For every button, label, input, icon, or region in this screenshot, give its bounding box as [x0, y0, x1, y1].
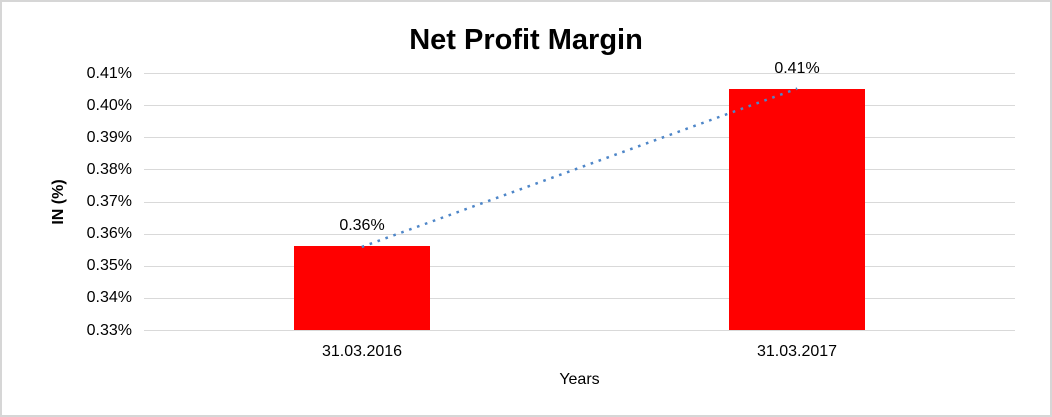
plot-area [144, 73, 1015, 331]
bar-31.03.2017 [729, 89, 865, 330]
gridline [144, 137, 1015, 138]
x-axis-title: Years [559, 371, 600, 388]
y-tick-label: 0.41% [86, 65, 132, 82]
y-tick-label: 0.36% [86, 225, 132, 242]
gridline [144, 105, 1015, 106]
y-tick-label: 0.40% [86, 97, 132, 114]
bar-31.03.2016 [294, 246, 430, 330]
x-category-label: 31.03.2016 [321, 343, 403, 360]
y-tick-label: 0.38% [86, 161, 132, 178]
data-label: 0.36% [339, 217, 385, 234]
gridline [144, 266, 1015, 267]
gridline [144, 330, 1015, 331]
gridline [144, 298, 1015, 299]
gridline [144, 202, 1015, 203]
y-tick-label: 0.39% [86, 129, 132, 146]
gridline [144, 234, 1015, 235]
gridline [144, 169, 1015, 170]
data-label: 0.41% [774, 60, 820, 77]
gridline [144, 73, 1015, 74]
x-category-label: 31.03.2017 [756, 343, 838, 360]
y-tick-label: 0.33% [86, 322, 132, 339]
y-tick-label: 0.34% [86, 289, 132, 306]
y-tick-label: 0.35% [86, 257, 132, 274]
y-tick-label: 0.37% [86, 193, 132, 210]
chart-title: Net Profit Margin [409, 24, 643, 56]
